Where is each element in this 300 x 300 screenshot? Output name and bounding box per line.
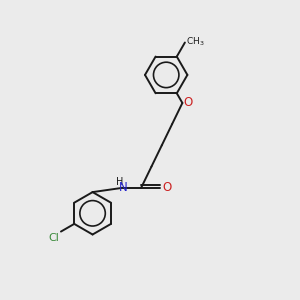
- Text: O: O: [163, 181, 172, 194]
- Text: CH$_3$: CH$_3$: [186, 36, 205, 48]
- Text: N: N: [118, 181, 127, 194]
- Text: Cl: Cl: [49, 233, 59, 243]
- Text: H: H: [116, 178, 124, 188]
- Text: O: O: [184, 97, 193, 110]
